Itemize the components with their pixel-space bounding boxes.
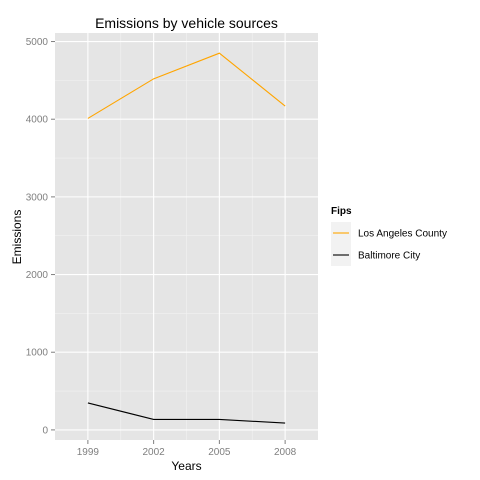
major-gridlines xyxy=(55,33,318,440)
y-tick-label: 4000 xyxy=(26,115,49,126)
x-tick-label: 1999 xyxy=(77,447,100,458)
legend-title: Fips xyxy=(331,206,352,217)
x-tick-label: 2008 xyxy=(274,447,297,458)
minor-gridlines xyxy=(55,33,318,440)
legend-entries: Los Angeles County Baltimore City xyxy=(333,229,447,262)
series-lines xyxy=(87,52,286,424)
x-tick-label: 2005 xyxy=(208,447,231,458)
y-axis-title: Emissions xyxy=(10,210,24,265)
y-tick-label: 1000 xyxy=(26,348,49,359)
legend-label: Baltimore City xyxy=(358,251,420,262)
y-tick-label: 0 xyxy=(42,425,48,436)
x-axis-ticks: 1999 2002 2005 2008 xyxy=(77,440,297,458)
x-tick-label: 2002 xyxy=(143,447,166,458)
y-axis-ticks: 0 1000 2000 3000 4000 5000 xyxy=(26,37,55,436)
y-tick-label: 2000 xyxy=(26,270,49,281)
series-line xyxy=(87,52,286,119)
x-axis-title: Years xyxy=(171,459,201,473)
y-tick-label: 3000 xyxy=(26,192,49,203)
series-line xyxy=(87,402,286,424)
chart-title: Emissions by vehicle sources xyxy=(95,15,278,31)
legend: Fips Los Angeles County Baltimore City xyxy=(331,206,447,266)
legend-label: Los Angeles County xyxy=(358,229,447,240)
y-tick-label: 5000 xyxy=(26,37,49,48)
